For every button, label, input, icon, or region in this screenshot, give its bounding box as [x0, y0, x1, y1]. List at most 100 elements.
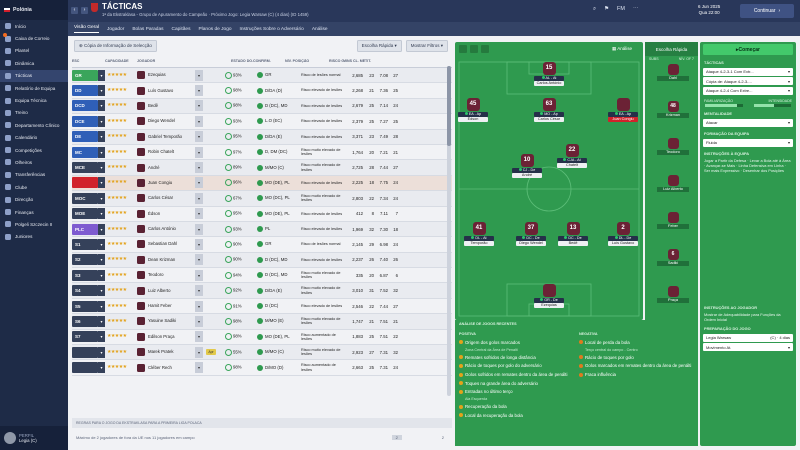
subs-header[interactable]: Escolha Rápida [645, 42, 698, 56]
pitch-player[interactable]: 2 DL - De Luís Gustavo [608, 222, 638, 246]
player-role[interactable]: DC - De [516, 236, 546, 241]
player-menu-icon[interactable]: ▾ [195, 131, 203, 143]
player-menu-icon[interactable]: ▾ [195, 315, 203, 327]
club-header[interactable]: Polónia [0, 0, 68, 20]
player-name[interactable]: Edilson Praça [148, 333, 175, 339]
tactic-slot-0[interactable]: Ataque 4-2-3-1 Com Extr... ▾ [703, 67, 793, 76]
formation-select[interactable]: Fluida ▾ [703, 138, 793, 147]
sub-player[interactable]: Teodoro [657, 138, 689, 155]
table-row[interactable]: GR ▾ ★★★★★ Ezequias ▾ 93% GR Risco de lesões no… [72, 68, 452, 84]
player-menu-icon[interactable]: ▾ [195, 177, 203, 189]
tab-3[interactable]: Capitães [171, 26, 191, 32]
player-menu-icon[interactable]: ▾ [195, 331, 203, 343]
pitch-player[interactable]: EA - Ap Juan Congiu [608, 98, 638, 122]
player-role[interactable]: DL - De [608, 236, 638, 241]
position-select[interactable]: S4 [72, 285, 98, 297]
tab-6[interactable]: Análise [311, 26, 328, 32]
player-menu-icon[interactable]: ▾ [195, 223, 203, 235]
sidebar-item[interactable]: Departamento Clínico [0, 119, 68, 131]
player-role[interactable]: CJA - At [557, 158, 587, 163]
player-menu-icon[interactable]: ▾ [195, 69, 203, 81]
show-filters-button[interactable]: Mostrar Filtros ▾ [405, 39, 448, 52]
sidebar-item[interactable]: Juniores [0, 231, 68, 243]
pitch-view-icon[interactable] [459, 45, 467, 53]
tab-0[interactable]: Visão Geral [74, 25, 99, 33]
column-header[interactable]: ESC [72, 58, 80, 63]
position-dropdown-icon[interactable]: ▾ [98, 315, 105, 327]
player-name-cell[interactable]: Carlos César [137, 194, 195, 203]
position-dropdown-icon[interactable]: ▾ [98, 177, 105, 189]
player-menu-icon[interactable]: ▾ [195, 254, 203, 266]
position-dropdown-icon[interactable]: ▾ [98, 285, 105, 297]
search-icon[interactable]: ⌕ [593, 6, 597, 12]
player-name[interactable]: Juan Congiu [148, 180, 173, 186]
position-dropdown-icon[interactable]: ▾ [98, 146, 105, 158]
tab-2[interactable]: Bolas Paradas [132, 26, 164, 32]
position-select[interactable]: DCE [72, 115, 98, 127]
sub-player[interactable]: Luiz Alberto [657, 175, 689, 192]
position-select[interactable]: GR [72, 69, 98, 81]
player-name-cell[interactable]: Dean Krizman [137, 255, 195, 264]
sub-player[interactable]: 48 Krizman [657, 101, 689, 118]
player-name[interactable]: Yasuine Sadiki [148, 318, 177, 324]
column-header[interactable]: MINS [343, 58, 352, 63]
position-select[interactable]: S2 [72, 254, 98, 266]
match-prep-opponent[interactable]: Legia Warsaw (C) · 4 dias [703, 333, 793, 342]
position-select[interactable]: MOE [72, 208, 98, 220]
position-dropdown-icon[interactable]: ▾ [98, 162, 105, 174]
mentality-select[interactable]: Atacar ▾ [703, 118, 793, 127]
tab-1[interactable]: Jogador [106, 26, 125, 32]
manager-profile[interactable]: PERFIL Legia (C) [0, 426, 68, 450]
position-dropdown-icon[interactable]: ▾ [98, 346, 105, 358]
sidebar-item[interactable]: Transferências [0, 169, 68, 181]
position-dropdown-icon[interactable]: ▾ [98, 208, 105, 220]
player-menu-icon[interactable]: ▾ [195, 362, 203, 374]
player-name-cell[interactable]: Ezequias [137, 71, 195, 80]
position-select[interactable]: S1 [72, 238, 98, 250]
player-menu-icon[interactable]: ▾ [195, 300, 203, 312]
player-menu-icon[interactable]: ▾ [195, 269, 203, 281]
sidebar-item[interactable]: Dinâmica [0, 57, 68, 69]
table-row[interactable]: PLC ▾ ★★★★★ Carlos António ▾ 93% PL Risco eleva… [72, 221, 452, 238]
player-name-cell[interactable]: André [137, 163, 195, 172]
player-name[interactable]: Teodoro [148, 272, 164, 278]
table-row[interactable]: S3 ▾ ★★★★★ Teodoro ▾ 94% D (DC), MD Risco muito… [72, 268, 452, 284]
player-menu-icon[interactable]: ▾ [195, 192, 203, 204]
player-name-cell[interactable]: Hamit Feber [137, 302, 195, 311]
copy-selection-button[interactable]: ⊕ Cópia de Informação de Selecção [74, 39, 157, 52]
position-dropdown-icon[interactable]: ▾ [98, 362, 105, 374]
position-dropdown-icon[interactable]: ▾ [98, 85, 105, 97]
column-header[interactable]: ESTADO DO... [231, 58, 253, 63]
fm-logo-icon[interactable]: FM [617, 6, 625, 12]
player-instructions-label[interactable]: INSTRUÇÕES AO JOGADOR [704, 305, 758, 310]
table-row[interactable]: S5 ▾ ★★★★★ Hamit Feber ▾ 91% D (DC) Risco eleva… [72, 299, 452, 315]
player-name-cell[interactable]: Cléber Rech [137, 363, 195, 372]
player-menu-icon[interactable]: ▾ [195, 115, 203, 127]
sub-player[interactable]: Praça [657, 286, 689, 303]
table-row[interactable]: ▾ ★★★★★ Marek Pratek ▾ Apr 55% M/MO (C) Risco m… [72, 345, 452, 361]
position-select[interactable]: S3 [72, 269, 98, 281]
sidebar-item[interactable]: Caixa de Correio [0, 32, 68, 44]
table-row[interactable]: DCD ▾ ★★★★★ Bedê ▾ 98% D (DC), MD Risco elevado… [72, 98, 452, 115]
table-row[interactable]: DCE ▾ ★★★★★ Diego Wendel ▾ 93% L.O (EC) Risco e… [72, 114, 452, 130]
table-row[interactable]: S4 ▾ ★★★★★ Luiz Alberto ▾ 92% D/DA (E) Risco mu… [72, 283, 452, 299]
player-name[interactable]: Dean Krizman [148, 257, 176, 263]
position-dropdown-icon[interactable]: ▾ [98, 331, 105, 343]
table-row[interactable]: DD ▾ ★★★★★ Luís Gustavo ▾ 98% D/DA (D) Risco el… [72, 83, 452, 99]
player-name-cell[interactable]: Sebastian Dahl [137, 240, 195, 249]
position-dropdown-icon[interactable]: ▾ [98, 131, 105, 143]
scrollbar-thumb[interactable] [447, 66, 451, 146]
team-instructions-label[interactable]: INSTRUÇÕES À EQUIPA [704, 151, 750, 156]
flag-icon[interactable]: ⚑ [604, 6, 610, 12]
player-name[interactable]: Diego Wendel [148, 118, 175, 124]
player-menu-icon[interactable]: ▾ [195, 208, 203, 220]
player-role[interactable]: DL - At [464, 236, 494, 241]
position-select[interactable]: MOC [72, 192, 98, 204]
position-dropdown-icon[interactable]: ▾ [98, 254, 105, 266]
position-dropdown-icon[interactable]: ▾ [98, 100, 105, 112]
position-select[interactable]: PLC [72, 223, 98, 235]
position-select[interactable]: MC [72, 146, 98, 158]
player-name-cell[interactable]: Marek Pratek [137, 348, 195, 357]
position-select[interactable]: DCD [72, 100, 98, 112]
table-row[interactable]: MOE ▾ ★★★★★ Édson ▾ 95% MO (DE), PL Risco eleva… [72, 207, 452, 222]
